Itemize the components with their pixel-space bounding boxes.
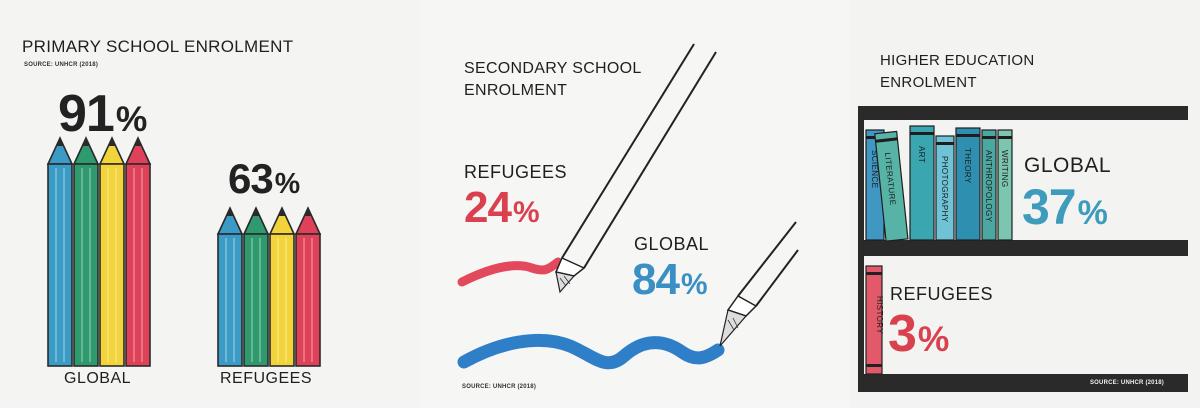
global-pencil-4 [124, 136, 152, 367]
secondary-refugees-label: REFUGEES [464, 162, 568, 182]
pencils-illustration [46, 136, 322, 367]
global-pencils [46, 136, 152, 367]
global-pencil-1 [46, 136, 74, 367]
shelf-bottom [858, 374, 1188, 392]
secondary-global-number: 84 [632, 255, 680, 304]
higher-global-label: GLOBAL [1024, 154, 1112, 177]
higher-refugees-unit: % [917, 320, 949, 359]
pens-illustration [457, 43, 799, 370]
primary-refugees-value: 63% [228, 155, 300, 202]
global-ink-stroke [457, 333, 725, 370]
book-label-photography: PHOTOGRAPHY [940, 156, 949, 223]
books-group: SCIENCE LITERATURE ART PHOTOGRAPHY THEORY ANT… [865, 125, 1013, 242]
secondary-school-panel: SECONDARY SCHOOL ENROLMENT REFUGEES 24% [420, 0, 850, 408]
refugee-pencil-4 [294, 206, 322, 367]
refugee-pencils [216, 206, 322, 367]
secondary-global-value: 84% [632, 255, 708, 304]
primary-global-unit: % [115, 100, 147, 139]
primary-refugees-number: 63 [228, 155, 274, 202]
book-literature: LITERATURE [874, 130, 909, 242]
secondary-global-unit: % [680, 268, 708, 301]
primary-global-label: GLOBAL [64, 370, 132, 387]
higher-global-value: 37% [1022, 179, 1108, 235]
secondary-refugees-unit: % [512, 196, 540, 229]
shelf-middle [858, 240, 1188, 256]
secondary-refugees-number: 24 [464, 183, 512, 232]
refugee-pen-icon [554, 43, 717, 294]
shelf-top [858, 106, 1188, 120]
global-pen-icon [719, 221, 799, 347]
primary-source: SOURCE: UNHCR (2018) [24, 62, 99, 68]
bookshelf-illustration: SCIENCE LITERATURE ART PHOTOGRAPHY THEORY ANT… [858, 106, 1188, 392]
higher-title-line1: HIGHER EDUCATION [880, 52, 1035, 69]
secondary-title: SECONDARY SCHOOL ENROLMENT [464, 58, 684, 102]
book-theory: THEORY [955, 127, 981, 241]
book-photography: PHOTOGRAPHY [935, 135, 955, 241]
history-book: HISTORY [865, 265, 884, 375]
higher-title-line2: ENROLMENT [880, 74, 977, 91]
primary-global-number: 91 [58, 85, 115, 143]
higher-refugees-value: 3% [888, 305, 949, 363]
secondary-refugees-value: 24% [464, 183, 540, 232]
secondary-source: SOURCE: UNHCR (2018) [462, 384, 537, 390]
book-anthropology: ANTHROPOLOGY [981, 129, 997, 241]
higher-refugees-label: REFUGEES [890, 284, 994, 304]
secondary-title-line2: ENROLMENT [464, 82, 568, 99]
book-label-art: ART [917, 146, 926, 163]
higher-global-unit: % [1077, 194, 1108, 232]
shelf-left-side [858, 106, 864, 392]
global-pencil-3 [98, 136, 126, 367]
refugee-ink-stroke [457, 257, 563, 287]
refugee-pencil-3 [268, 206, 296, 367]
refugee-pencil-2 [242, 206, 270, 367]
higher-education-panel: HIGHER EDUCATION ENROLMENT SCIENCE LITERA… [850, 0, 1200, 408]
higher-refugees-number: 3 [888, 305, 917, 363]
book-art: ART [909, 125, 935, 241]
primary-global-value: 91% [58, 85, 147, 143]
secondary-global-label: GLOBAL [634, 234, 710, 254]
higher-title: HIGHER EDUCATION ENROLMENT [880, 50, 1080, 94]
book-writing: WRITING [997, 129, 1013, 241]
history-book-label: HISTORY [875, 296, 884, 334]
higher-source: SOURCE: UNHCR (2018) [1089, 380, 1164, 386]
book-label-anthropology: ANTHROPOLOGY [984, 150, 993, 223]
primary-refugees-unit: % [274, 168, 300, 200]
book-label-writing: WRITING [1000, 150, 1009, 187]
secondary-title-line1: SECONDARY SCHOOL [464, 60, 642, 77]
global-pencil-2 [72, 136, 100, 367]
higher-global-number: 37 [1022, 179, 1077, 235]
primary-refugees-label: REFUGEES [220, 370, 313, 387]
primary-title: PRIMARY SCHOOL ENROLMENT [22, 37, 294, 56]
primary-school-panel: PRIMARY SCHOOL ENROLMENT SOURCE: UNHCR (… [0, 0, 420, 408]
book-label-science: SCIENCE [870, 150, 879, 188]
book-label-theory: THEORY [963, 148, 972, 184]
refugee-pencil-1 [216, 206, 244, 367]
